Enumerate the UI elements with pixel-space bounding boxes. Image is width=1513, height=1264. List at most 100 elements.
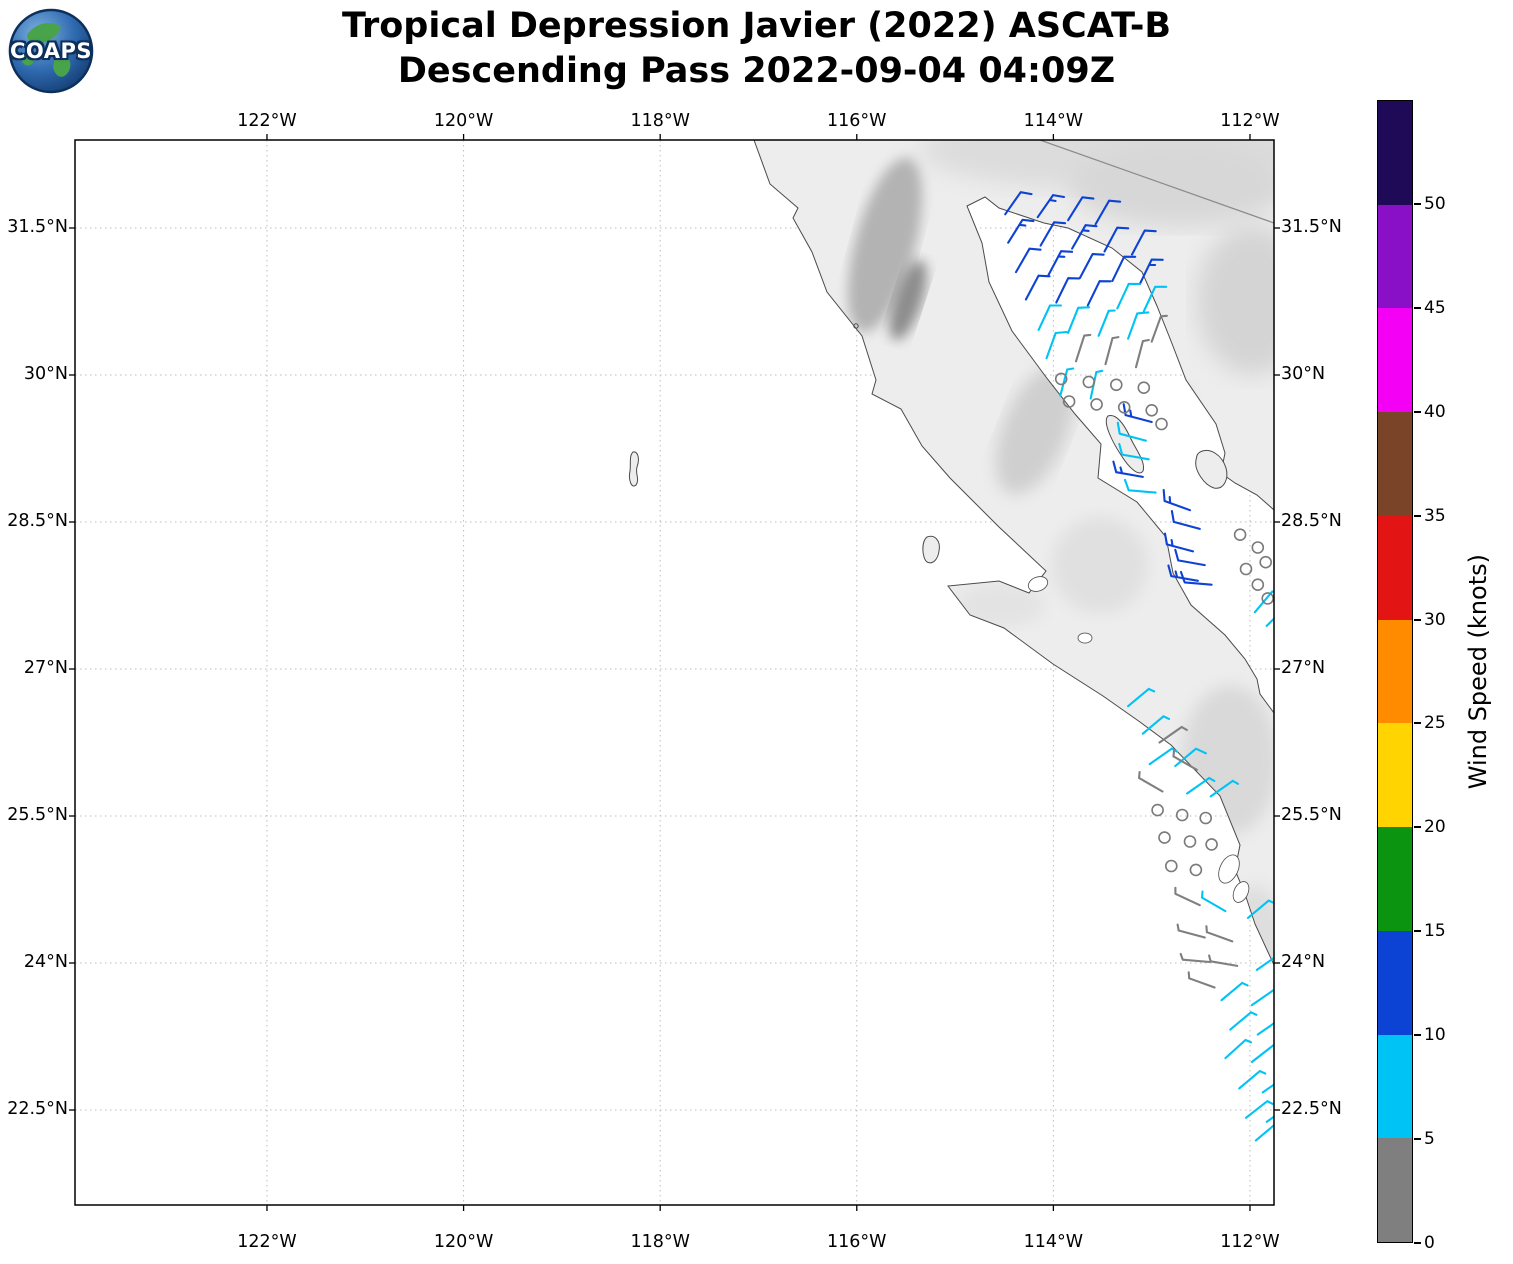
colorbar-segment bbox=[1378, 827, 1412, 931]
calm-circle bbox=[1261, 592, 1274, 605]
colorbar-segment bbox=[1378, 1138, 1412, 1243]
lon-tick-label-top: 120°W bbox=[433, 111, 494, 131]
angel-de-la-guarda-island bbox=[1105, 415, 1145, 474]
wind-barb bbox=[1078, 253, 1105, 280]
land-fill bbox=[754, 140, 1274, 965]
colorbar-tickmark bbox=[1414, 1034, 1421, 1037]
guadalupe-island bbox=[629, 451, 639, 487]
lat-tick-label-right: 30°N bbox=[1281, 364, 1326, 384]
lon-tick-label-bottom: 116°W bbox=[827, 1232, 887, 1252]
wind-barb bbox=[1238, 1070, 1267, 1090]
colorbar-tickmark bbox=[1414, 410, 1421, 413]
calm-circle bbox=[1137, 381, 1151, 395]
lat-tick-label-right: 28.5°N bbox=[1281, 511, 1342, 531]
colorbar-tickmark bbox=[1414, 826, 1421, 829]
wind-barb bbox=[1176, 923, 1206, 939]
colorbar-segment bbox=[1378, 1034, 1412, 1139]
colorbar-tickmark bbox=[1414, 514, 1421, 517]
lat-tick-label-left: 30°N bbox=[23, 364, 68, 384]
calm-circle bbox=[1239, 562, 1253, 576]
wind-barb bbox=[1172, 749, 1198, 771]
colorbar-segment bbox=[1378, 204, 1412, 309]
globe-icon bbox=[8, 8, 94, 94]
lat-tick-label-right: 27°N bbox=[1281, 658, 1326, 678]
wind-barb bbox=[1200, 890, 1227, 913]
lat-tick-label-left: 22.5°N bbox=[7, 1099, 68, 1119]
ojo-de-liebre-lagoon bbox=[1027, 576, 1049, 592]
calm-circle bbox=[1151, 803, 1164, 817]
wind-barb bbox=[1186, 776, 1216, 795]
wind-barb bbox=[1127, 687, 1156, 708]
wind-barb bbox=[1094, 199, 1122, 226]
colorbar-segment bbox=[1378, 930, 1412, 1035]
wind-barb bbox=[1179, 952, 1211, 964]
wind-barb bbox=[1127, 311, 1150, 340]
calm-circles bbox=[1054, 372, 1274, 877]
coaps-logo: COAPS bbox=[8, 8, 94, 94]
wind-barb bbox=[1256, 1021, 1274, 1036]
calm-circle bbox=[1205, 838, 1218, 851]
colorbar-tick-label: 40 bbox=[1424, 401, 1446, 422]
lon-tick-label-bottom: 122°W bbox=[237, 1232, 297, 1252]
lat-tick-label-left: 31.5°N bbox=[7, 217, 68, 237]
calm-circle bbox=[1183, 835, 1197, 848]
colorbar-tick-label: 35 bbox=[1424, 505, 1446, 526]
colorbar-title-text: Wind Speed (knots) bbox=[1464, 553, 1492, 790]
landmass bbox=[629, 140, 1274, 966]
figure-title: Tropical Depression Javier (2022) ASCAT-… bbox=[0, 4, 1513, 94]
lon-tick-label-top: 116°W bbox=[827, 111, 887, 131]
lat-tick-label-left: 25.5°N bbox=[7, 805, 68, 825]
colorbar-tickmark bbox=[1414, 618, 1421, 621]
colorbar-tickmark bbox=[1414, 306, 1421, 309]
wind-barb bbox=[1224, 1038, 1253, 1060]
wind-barb bbox=[1174, 886, 1201, 907]
title-line-2: Descending Pass 2022-09-04 04:09Z bbox=[397, 51, 1116, 91]
colorbar-segment bbox=[1378, 308, 1412, 413]
colorbar-tickmark bbox=[1414, 722, 1421, 725]
colorbar-tick-label: 45 bbox=[1424, 297, 1446, 318]
wind-barb bbox=[1167, 564, 1199, 582]
wind-barb bbox=[1250, 1044, 1274, 1064]
wind-barb bbox=[1138, 770, 1164, 793]
wind-barb bbox=[1254, 1123, 1274, 1142]
wind-barb bbox=[1116, 421, 1147, 442]
wind-barb bbox=[1265, 617, 1274, 627]
coaps-logo-text: COAPS bbox=[10, 39, 92, 63]
san-ignacio-lagoon bbox=[1077, 632, 1093, 644]
wind-barb bbox=[1055, 277, 1081, 304]
calm-circle bbox=[1145, 403, 1158, 417]
colorbar-tick-label: 30 bbox=[1424, 609, 1446, 630]
colorbar-tick-label: 50 bbox=[1424, 193, 1446, 214]
wind-barb bbox=[1255, 956, 1274, 971]
wind-barb bbox=[1123, 478, 1157, 494]
wind-barb bbox=[1014, 247, 1042, 274]
calm-circle bbox=[1175, 808, 1189, 822]
wind-barb bbox=[1086, 280, 1112, 307]
wind-barb bbox=[1116, 282, 1141, 310]
calm-circle bbox=[1090, 398, 1103, 411]
wind-barb bbox=[1205, 925, 1234, 943]
calm-circle bbox=[1155, 417, 1168, 431]
colorbar-tickmark bbox=[1414, 930, 1421, 933]
wind-barb bbox=[1037, 304, 1063, 331]
coastline bbox=[753, 140, 1274, 966]
wind-barb bbox=[1174, 548, 1206, 567]
colorbar-tickmark bbox=[1414, 202, 1421, 205]
wind-barb bbox=[1250, 988, 1274, 1007]
calm-circle bbox=[1062, 395, 1076, 408]
colorbar-tick-label: 15 bbox=[1424, 921, 1446, 942]
lon-tick-label-top: 122°W bbox=[237, 111, 297, 131]
wind-barb bbox=[1246, 899, 1274, 919]
lon-tick-label-top: 118°W bbox=[630, 111, 690, 131]
lat-tick-label-left: 27°N bbox=[23, 658, 68, 678]
wind-barb bbox=[1047, 250, 1074, 277]
wind-barb bbox=[1261, 1083, 1274, 1094]
cedros-island bbox=[922, 535, 940, 564]
colorbar-tickmark bbox=[1414, 1242, 1421, 1244]
wind-barb bbox=[1071, 224, 1098, 250]
wind-barb bbox=[1097, 309, 1116, 337]
calm-circle bbox=[1259, 555, 1272, 569]
wind-barb bbox=[1024, 274, 1051, 301]
lat-tick-label-left: 24°N bbox=[23, 952, 68, 972]
lat-tick-label-right: 22.5°N bbox=[1281, 1099, 1342, 1119]
